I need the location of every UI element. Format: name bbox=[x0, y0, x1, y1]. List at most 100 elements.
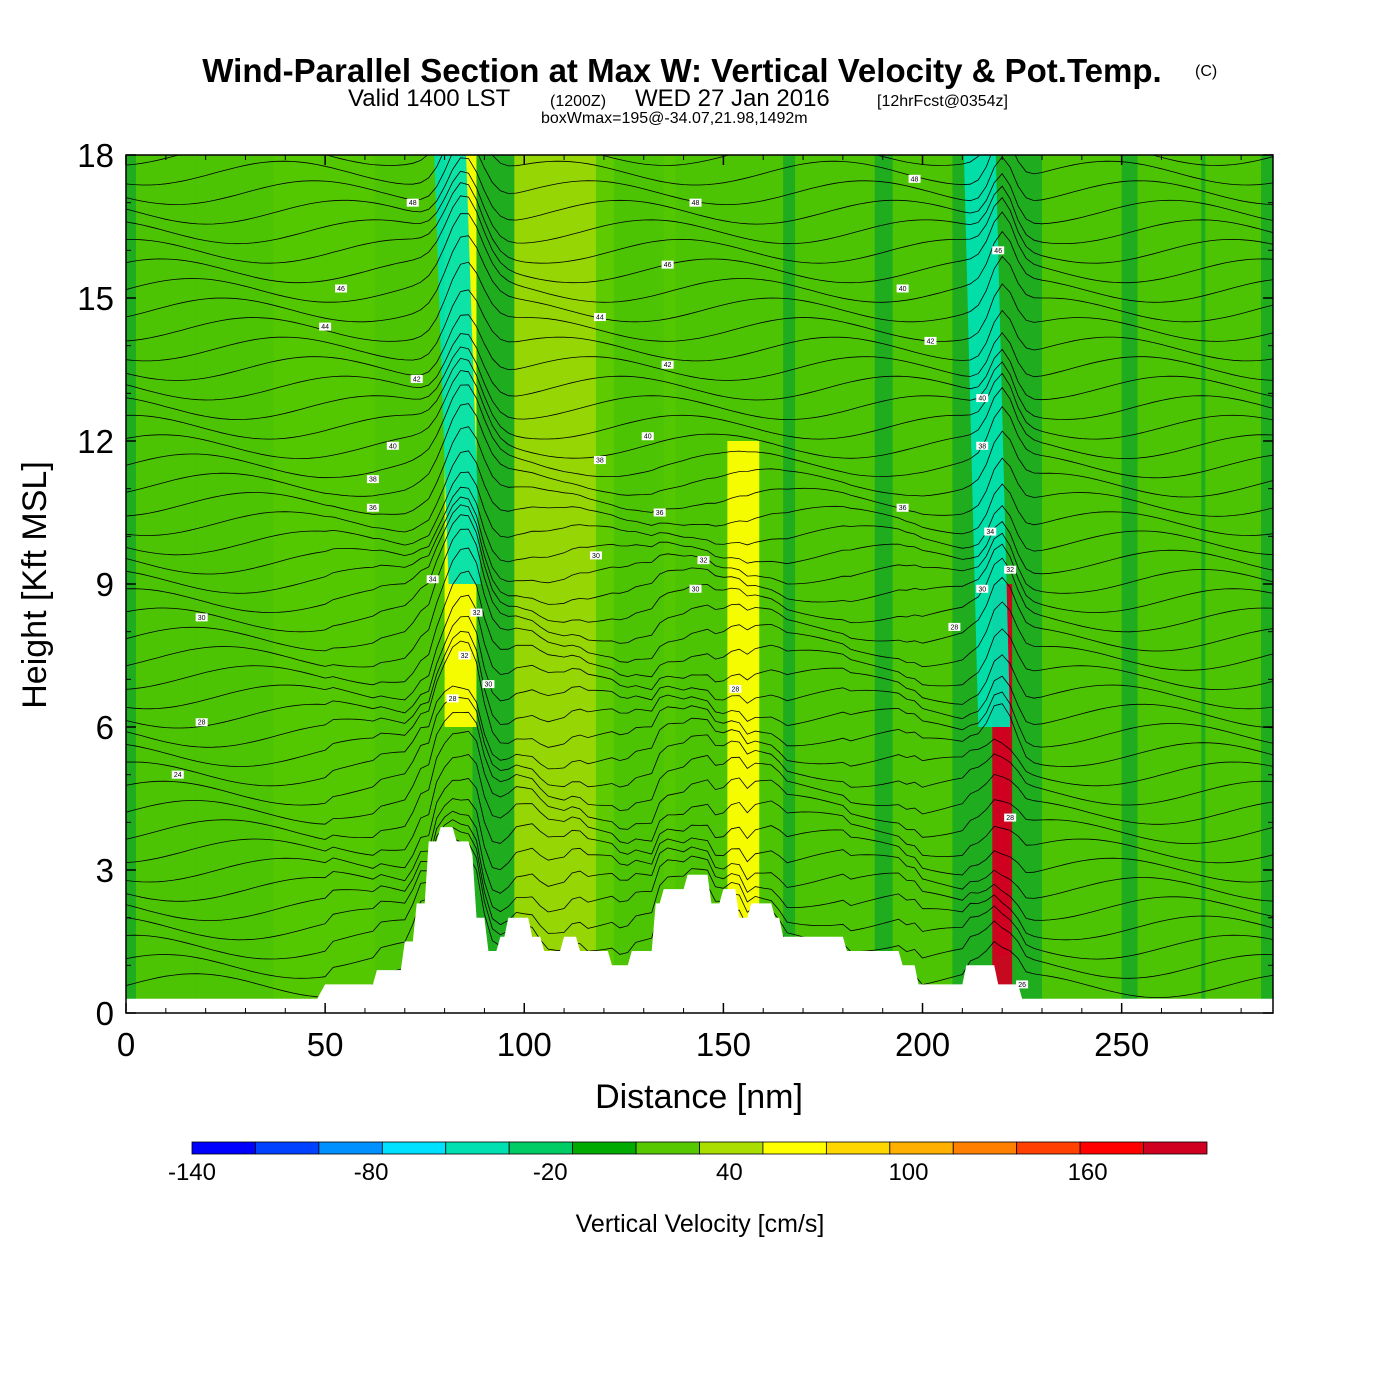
velocity-field bbox=[135, 155, 1262, 1013]
theta-contour-label: 48 bbox=[406, 198, 419, 207]
contour-label-bg bbox=[729, 684, 742, 693]
contour-label-bg bbox=[697, 556, 710, 565]
contour-label-bg bbox=[653, 508, 666, 517]
colorbar-tick-label: -20 bbox=[533, 1159, 568, 1186]
theta-contour-label: 30 bbox=[976, 584, 989, 593]
theta-contour bbox=[126, 333, 1273, 401]
theta-contour-label: 38 bbox=[593, 456, 606, 465]
contour-label-text: 38 bbox=[369, 477, 377, 484]
theta-contour-label: 36 bbox=[896, 503, 909, 512]
contour-label-bg bbox=[976, 394, 989, 403]
theta-contour-label: 36 bbox=[653, 508, 666, 517]
theta-contour-label: 34 bbox=[984, 527, 997, 536]
contour-label-bg bbox=[1004, 565, 1017, 574]
contour-label-text: 26 bbox=[1018, 982, 1026, 989]
theta-contour-label: 30 bbox=[482, 680, 495, 689]
theta-contour-label: 42 bbox=[924, 336, 937, 345]
theta-contour bbox=[126, 213, 1273, 303]
colorbar-tick-label: -140 bbox=[168, 1159, 216, 1186]
theta-contour bbox=[126, 819, 1273, 941]
contour-label-bg bbox=[458, 651, 471, 660]
contour-label-text: 30 bbox=[978, 586, 986, 593]
colorbar-swatch bbox=[255, 1141, 320, 1155]
theta-contour-label: 26 bbox=[1016, 980, 1029, 989]
contour-label-bg bbox=[593, 313, 606, 322]
theta-contour-label: 34 bbox=[426, 575, 439, 584]
contour-label-bg bbox=[948, 622, 961, 631]
y-tick-label: 9 bbox=[96, 566, 114, 603]
contour-label-bg bbox=[976, 441, 989, 450]
theta-contour bbox=[126, 547, 1273, 671]
y-axis-label: Height [Kft MSL] bbox=[16, 461, 54, 709]
box-wmax: boxWmax=195@-34.07,21.98,1492m bbox=[541, 110, 808, 127]
chart-title: Wind-Parallel Section at Max W: Vertical… bbox=[202, 52, 1161, 89]
colorbar-label: Vertical Velocity [cm/s] bbox=[576, 1210, 825, 1238]
contour-label-text: 24 bbox=[174, 772, 182, 779]
contour-label-text: 32 bbox=[473, 610, 481, 617]
theta-contour bbox=[126, 261, 1273, 342]
theta-contour-label: 28 bbox=[195, 718, 208, 727]
colorbar-swatch bbox=[825, 1141, 891, 1155]
contour-label-text: 40 bbox=[644, 434, 652, 441]
colorbar-swatch bbox=[381, 1141, 447, 1155]
contour-label-text: 34 bbox=[429, 577, 437, 584]
theta-contour-label: 28 bbox=[729, 684, 742, 693]
y-tick-label: 3 bbox=[96, 852, 114, 889]
contour-label-bg bbox=[661, 360, 674, 369]
theta-contour bbox=[126, 778, 1273, 883]
contour-label-text: 40 bbox=[389, 443, 397, 450]
plot-area: 24 28 30 36 38 40 42 44 46 48 34 30 28 32 32 38 30 44 40 36… bbox=[126, 155, 1273, 1013]
contour-label-text: 42 bbox=[927, 338, 935, 345]
theta-contour bbox=[126, 426, 1273, 517]
theta-contour-label: 30 bbox=[195, 613, 208, 622]
contour-label-text: 42 bbox=[413, 377, 421, 384]
theta-contour-label: 32 bbox=[458, 651, 471, 660]
contour-label-bg bbox=[641, 432, 654, 441]
contour-label-text: 48 bbox=[911, 176, 919, 183]
contour-label-bg bbox=[984, 527, 997, 536]
theta-contour-label: 48 bbox=[908, 174, 921, 183]
theta-contour bbox=[126, 504, 1273, 614]
valid-date: WED 27 Jan 2016 bbox=[635, 85, 830, 112]
colorbar-swatch bbox=[1079, 1141, 1144, 1155]
contour-label-bg bbox=[410, 375, 423, 384]
theta-contour bbox=[126, 155, 1273, 166]
theta-contour-label: 42 bbox=[661, 360, 674, 369]
colorbar-swatch bbox=[445, 1141, 510, 1155]
theta-contour-label: 32 bbox=[470, 608, 483, 617]
contour-label-text: 36 bbox=[656, 510, 664, 517]
theta-contour-label: 24 bbox=[171, 770, 184, 779]
copyright-mark: (C) bbox=[1195, 63, 1217, 80]
contour-label-text: 44 bbox=[596, 315, 604, 322]
contour-label-bg bbox=[195, 613, 208, 622]
theta-contour bbox=[126, 798, 1273, 902]
velocity-band bbox=[663, 155, 784, 1013]
colorbar-swatch bbox=[952, 1141, 1018, 1155]
theta-contour-label: 28 bbox=[948, 622, 961, 631]
colorbar-swatch bbox=[508, 1141, 574, 1155]
contour-label-bg bbox=[366, 503, 379, 512]
theta-contour bbox=[126, 450, 1273, 536]
theta-contour bbox=[126, 826, 1273, 960]
contour-label-text: 44 bbox=[321, 324, 329, 331]
colorbar-swatch bbox=[572, 1141, 637, 1155]
velocity-band bbox=[1205, 155, 1262, 1013]
velocity-band bbox=[595, 155, 676, 1013]
theta-contour bbox=[126, 630, 1273, 748]
contour-label-text: 36 bbox=[369, 505, 377, 512]
x-tick-label: 100 bbox=[497, 1026, 552, 1063]
contour-label-text: 30 bbox=[198, 615, 206, 622]
theta-contour bbox=[126, 357, 1273, 440]
contour-label-bg bbox=[1004, 813, 1017, 822]
contour-label-text: 46 bbox=[994, 248, 1002, 255]
colorbar-swatch bbox=[1016, 1141, 1081, 1155]
contour-label-text: 38 bbox=[978, 443, 986, 450]
colorbar-swatch bbox=[889, 1141, 954, 1155]
theta-contour bbox=[126, 195, 1273, 284]
contour-label-bg bbox=[689, 584, 702, 593]
contour-label-text: 46 bbox=[664, 262, 672, 269]
contour-label-text: 28 bbox=[950, 624, 958, 631]
theta-contour bbox=[126, 810, 1273, 921]
colorbar-tick-label: -80 bbox=[354, 1159, 389, 1186]
